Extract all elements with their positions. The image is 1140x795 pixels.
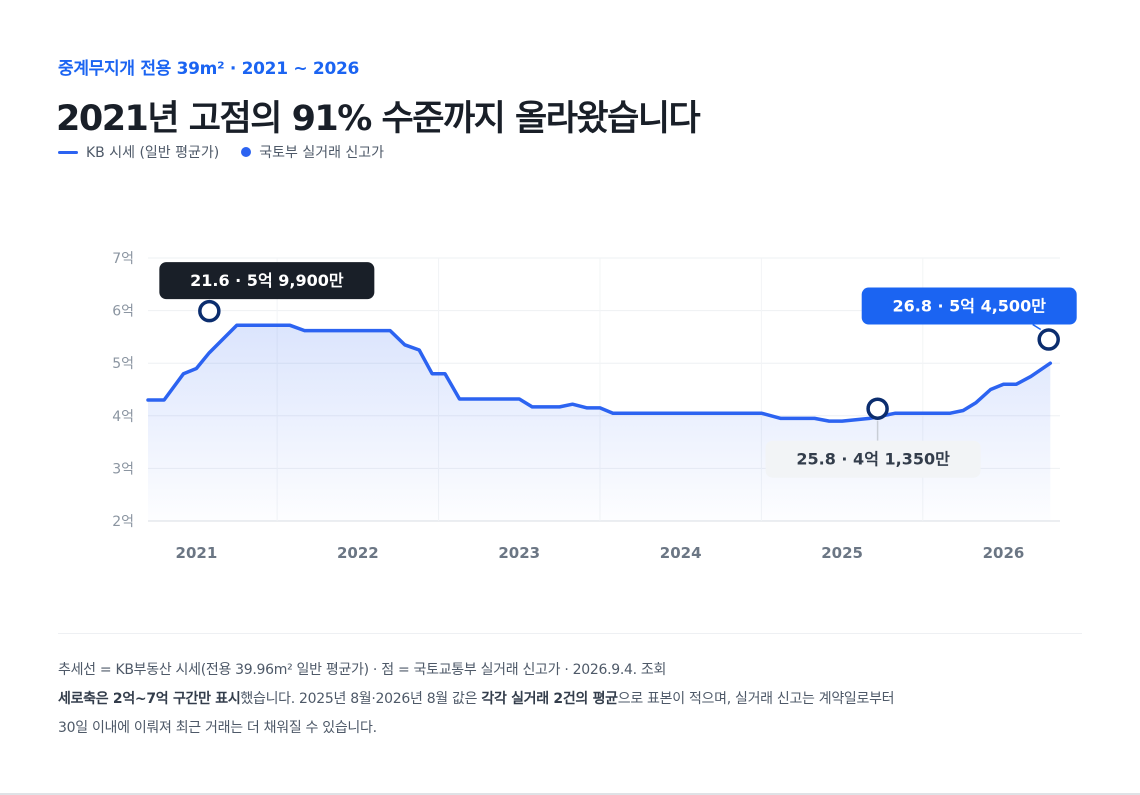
footnote-bold-2: 각각 실거래 2건의 평균 bbox=[481, 691, 618, 707]
footnote-text-2: 으로 표본이 적으며, 실거래 신고는 계약일로부터 bbox=[617, 691, 895, 707]
legend-label-kb: KB 시세 (일반 평균가) bbox=[86, 145, 220, 161]
annotation-box bbox=[159, 262, 375, 300]
annotation-box bbox=[765, 440, 981, 478]
legend-line-swatch bbox=[58, 150, 78, 154]
footnote-bold-1: 세로축은 2억~7억 구간만 표시 bbox=[58, 691, 241, 707]
annotation-leader bbox=[1032, 323, 1042, 331]
transaction-point bbox=[198, 299, 221, 323]
y-tick-label: 3억 bbox=[112, 461, 134, 477]
footnote-line-1: 추세선 = KB부동산 시세(전용 39.96m² 일반 평균가) · 점 = … bbox=[58, 662, 667, 678]
series-line-kb bbox=[146, 323, 1053, 423]
legend-label-transactions: 국토부 실거래 신고가 bbox=[259, 145, 385, 161]
x-tick-label: 2023 bbox=[498, 544, 540, 562]
bottom-rule bbox=[0, 793, 1140, 795]
x-tick-label: 2026 bbox=[983, 544, 1025, 562]
x-tick-label: 2022 bbox=[337, 544, 379, 562]
x-tick-label: 2021 bbox=[176, 544, 218, 562]
y-tick-label: 4억 bbox=[112, 409, 134, 425]
footnote-text-1: 했습니다. 2025년 8월·2026년 8월 값은 bbox=[240, 691, 482, 707]
x-tick-label: 2024 bbox=[660, 544, 702, 562]
chart-subtitle: 중계무지개 전용 39m² · 2021 ~ 2026 bbox=[58, 59, 360, 79]
series-area-kb bbox=[148, 325, 1051, 521]
annotation-label: 21.6 · 5억 9,900만 bbox=[190, 271, 344, 290]
transaction-point bbox=[1037, 328, 1060, 351]
legend-item-kb: KB 시세 (일반 평균가) bbox=[58, 142, 219, 162]
footnote-divider bbox=[58, 633, 1082, 634]
footnote-line-2: 세로축은 2억~7억 구간만 표시했습니다. 2025년 8월·2026년 8월… bbox=[58, 685, 1098, 714]
legend-item-transactions: 국토부 실거래 신고가 bbox=[241, 142, 384, 162]
annotation-label: 25.8 · 4억 1,350만 bbox=[796, 450, 950, 469]
y-tick-label: 2억 bbox=[112, 514, 134, 530]
transaction-point bbox=[866, 397, 889, 420]
legend: KB 시세 (일반 평균가) 국토부 실거래 신고가 bbox=[58, 142, 406, 162]
x-tick-label: 2025 bbox=[821, 544, 863, 562]
legend-dot-swatch bbox=[241, 147, 252, 157]
y-tick-label: 6억 bbox=[112, 304, 134, 320]
y-tick-label: 7억 bbox=[112, 251, 134, 267]
line-chart: 2억 3억 4억 5억 6억 7억 2021 2022 2023 2024 2025 2026 21.6… bbox=[112, 251, 1077, 562]
footnote: 추세선 = KB부동산 시세(전용 39.96m² 일반 평균가) · 점 = … bbox=[58, 656, 1098, 743]
annotation-box bbox=[861, 287, 1077, 325]
y-tick-label: 5억 bbox=[112, 356, 134, 372]
footnote-line-3: 30일 이내에 이뤄져 최근 거래는 더 채워질 수 있습니다. bbox=[58, 720, 377, 736]
chart-title: 2021년 고점의 91% 수준까지 올라왔습니다 bbox=[56, 99, 701, 139]
annotation-label: 26.8 · 5억 4,500만 bbox=[892, 297, 1046, 316]
